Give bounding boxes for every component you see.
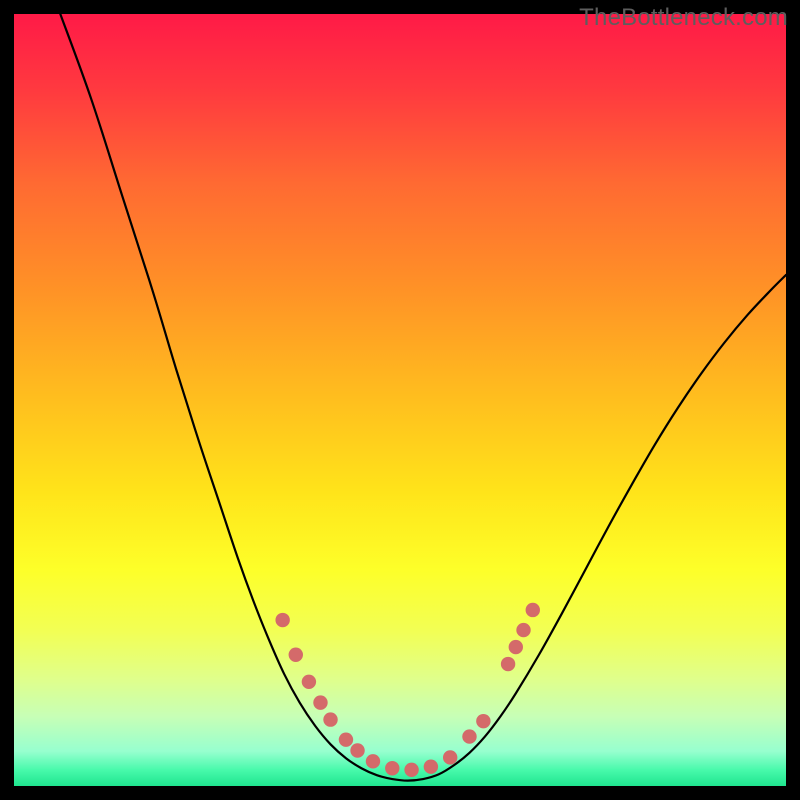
marker-point (509, 640, 523, 654)
marker-point (302, 675, 316, 689)
plot-area (14, 14, 786, 786)
marker-point (476, 714, 490, 728)
markers-group (275, 603, 540, 777)
marker-point (366, 754, 380, 768)
watermark-text: TheBottleneck.com (579, 4, 788, 32)
marker-point (339, 732, 353, 746)
marker-point (313, 695, 327, 709)
marker-point (443, 750, 457, 764)
marker-point (323, 712, 337, 726)
marker-point (275, 613, 289, 627)
marker-point (350, 743, 364, 757)
marker-point (385, 761, 399, 775)
marker-point (501, 657, 515, 671)
marker-point (424, 760, 438, 774)
marker-point (516, 623, 530, 637)
marker-point (289, 648, 303, 662)
chart-svg (14, 14, 786, 786)
outer-frame: TheBottleneck.com (0, 0, 800, 800)
marker-point (526, 603, 540, 617)
marker-point (404, 763, 418, 777)
marker-point (462, 729, 476, 743)
main-curve (60, 14, 786, 781)
